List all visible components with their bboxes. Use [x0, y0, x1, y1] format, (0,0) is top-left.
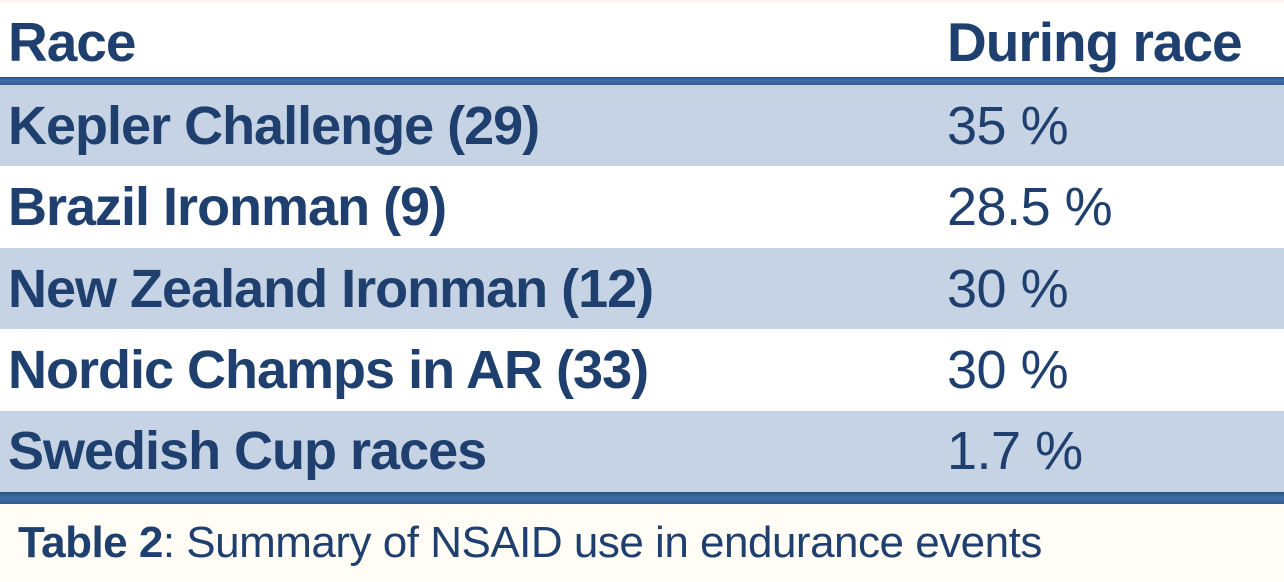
table-row: Swedish Cup races 1.7 % [0, 410, 1284, 493]
during-race-value-cell: 35 % [947, 95, 1069, 156]
during-race-value-cell: 30 % [947, 339, 1069, 400]
top-edge-artifact [0, 0, 1284, 3]
table-row: Kepler Challenge (29) 35 % [0, 85, 1284, 167]
table-header-row: Race During race [0, 3, 1284, 77]
header-cell-race: Race [8, 10, 136, 73]
during-race-value-cell: 30 % [947, 258, 1069, 319]
table-body: Kepler Challenge (29) 35 % Brazil Ironma… [0, 85, 1284, 493]
race-name-cell: Brazil Ironman (9) [8, 177, 447, 238]
during-race-value-cell: 1.7 % [947, 421, 1083, 482]
caption-text: : Summary of NSAID use in endurance even… [162, 518, 1042, 567]
table-bottom-rule [0, 492, 1284, 504]
caption-label: Table 2 [18, 518, 163, 567]
during-race-value-cell: 28.5 % [947, 177, 1113, 238]
race-name-cell: Swedish Cup races [8, 421, 487, 482]
table-caption: Table 2: Summary of NSAID use in enduran… [0, 504, 1284, 582]
race-name-cell: New Zealand Ironman (12) [8, 258, 654, 319]
table-row: New Zealand Ironman (12) 30 % [0, 247, 1284, 330]
race-name-cell: Kepler Challenge (29) [8, 95, 540, 156]
table-row: Brazil Ironman (9) 28.5 % [0, 166, 1284, 248]
header-cell-during-race: During race [947, 10, 1243, 73]
table-row: Nordic Champs in AR (33) 30 % [0, 329, 1284, 411]
header-divider-rule [0, 77, 1284, 85]
race-name-cell: Nordic Champs in AR (33) [8, 339, 649, 400]
